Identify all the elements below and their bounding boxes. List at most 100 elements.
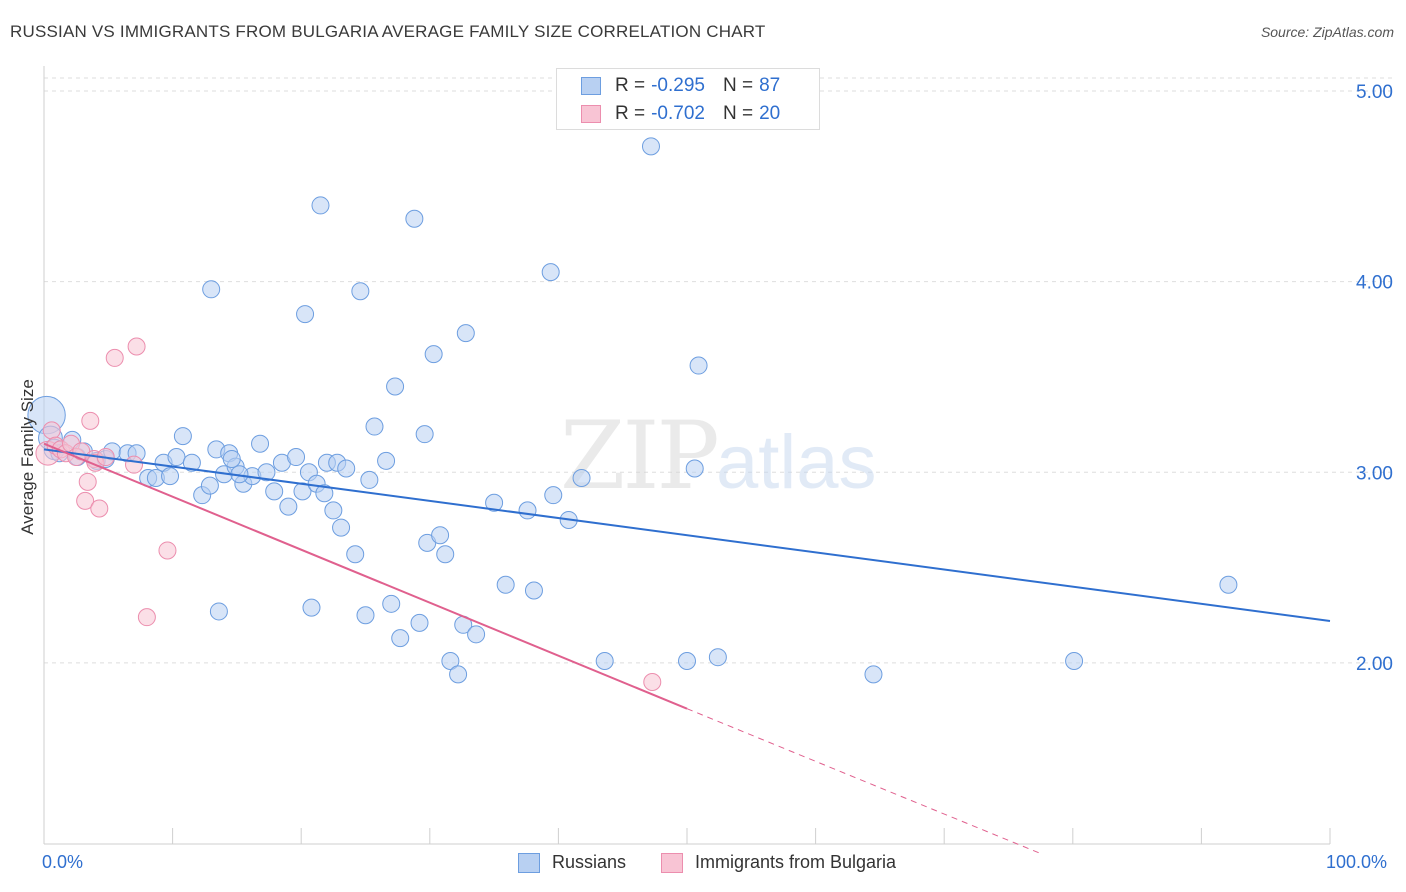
legend-row-bulgaria: R = -0.702 N = 20 [581, 101, 780, 127]
bottom-legend-label: Immigrants from Bulgaria [695, 852, 897, 872]
data-point [265, 482, 284, 501]
data-point [76, 491, 95, 510]
data-point [431, 526, 450, 545]
watermark-atlas: atlas [716, 420, 877, 505]
data-point [643, 672, 662, 691]
watermark-zip: ZIP [560, 402, 717, 511]
bottom-legend-label: Russians [552, 852, 627, 872]
data-point [391, 629, 410, 648]
data-point [222, 449, 241, 468]
data-point [864, 665, 883, 684]
bottom-legend-swatch-pink [661, 852, 683, 873]
trend-lines [43, 442, 1331, 854]
legend-r-label: R = [615, 75, 646, 96]
data-point [42, 421, 61, 440]
legend-r-value: -0.702 [651, 103, 705, 124]
data-point [708, 648, 727, 667]
data-point [279, 497, 298, 516]
y-axis-title: Average Family Size [18, 379, 37, 535]
data-point [441, 652, 460, 671]
data-point [332, 518, 351, 537]
data-point [572, 469, 591, 488]
data-point [360, 470, 379, 489]
y-tick-label: 5.00 [1356, 82, 1393, 103]
data-point [544, 486, 563, 505]
data-point [436, 545, 455, 564]
source-label: Source: ZipAtlas.com [1260, 24, 1394, 40]
legend-n-label: N = [722, 75, 754, 96]
bottom-legend-swatch-blue [518, 852, 540, 873]
data-point [127, 337, 146, 356]
data-point [1065, 652, 1084, 671]
bottom-legend-bulgaria: Immigrants from Bulgaria [661, 852, 896, 873]
data-point [296, 305, 315, 324]
data-point [287, 448, 306, 467]
legend-n-label: N = [722, 103, 754, 124]
y-tick-label: 2.00 [1356, 654, 1393, 675]
data-point [485, 493, 504, 512]
data-point [365, 417, 384, 436]
data-point [158, 541, 177, 560]
data-point [518, 501, 537, 520]
legend-swatch-pink [581, 105, 601, 123]
data-point [182, 453, 201, 472]
data-point [689, 356, 708, 375]
data-point [293, 482, 312, 501]
data-point [302, 598, 321, 617]
data-point [161, 467, 180, 486]
data-point [415, 425, 434, 444]
data-point [315, 484, 334, 503]
data-point [382, 594, 401, 613]
legend-n-value: 87 [759, 75, 781, 96]
trend-line-bulgaria-extrapolated [686, 708, 1041, 854]
data-point [424, 345, 443, 364]
y-tick-labels: 2.00 3.00 4.00 5.00 [1356, 82, 1393, 675]
data-point [410, 613, 429, 632]
trend-line-bulgaria [43, 442, 688, 710]
data-point [595, 652, 614, 671]
watermark: ZIP atlas [560, 402, 877, 511]
legend: R = -0.295 N = 87 R = -0.702 N = 20 [556, 68, 820, 130]
legend-row-russians: R = -0.295 N = 87 [581, 73, 780, 99]
data-point [1219, 575, 1238, 594]
data-point [90, 499, 109, 518]
data-point [641, 137, 660, 156]
data-point [311, 196, 330, 215]
data-point [541, 263, 560, 282]
data-point [200, 476, 219, 495]
data-point [405, 209, 424, 228]
legend-swatch-blue [581, 77, 601, 95]
grid-lines [44, 77, 1395, 664]
data-point [209, 602, 228, 621]
data-point [105, 348, 124, 367]
data-point [251, 434, 270, 453]
data-point [125, 455, 144, 474]
data-point [81, 411, 100, 430]
bottom-legend-russians: Russians [518, 852, 626, 873]
legend-r-label: R = [615, 103, 646, 124]
legend-r-value: -0.295 [651, 75, 705, 96]
data-point [324, 501, 343, 520]
data-point [137, 608, 156, 627]
data-point [386, 377, 405, 396]
x-tick-label-min: 0.0% [42, 852, 84, 872]
data-point [377, 451, 396, 470]
data-point [337, 459, 356, 478]
y-tick-label: 3.00 [1356, 463, 1393, 484]
data-point [524, 581, 543, 600]
legend-n-value: 20 [759, 103, 781, 124]
data-point [449, 665, 468, 684]
data-point [257, 463, 276, 482]
chart-title: RUSSIAN VS IMMIGRANTS FROM BULGARIA AVER… [10, 22, 766, 41]
data-point [202, 280, 221, 299]
data-point [173, 427, 192, 446]
trend-line-russians [43, 448, 1331, 622]
data-point [678, 652, 696, 671]
data-point [685, 459, 704, 478]
data-point [346, 545, 365, 564]
data-point [456, 324, 475, 343]
data-point [467, 625, 486, 644]
data-point [496, 575, 515, 594]
data-point [351, 282, 370, 301]
